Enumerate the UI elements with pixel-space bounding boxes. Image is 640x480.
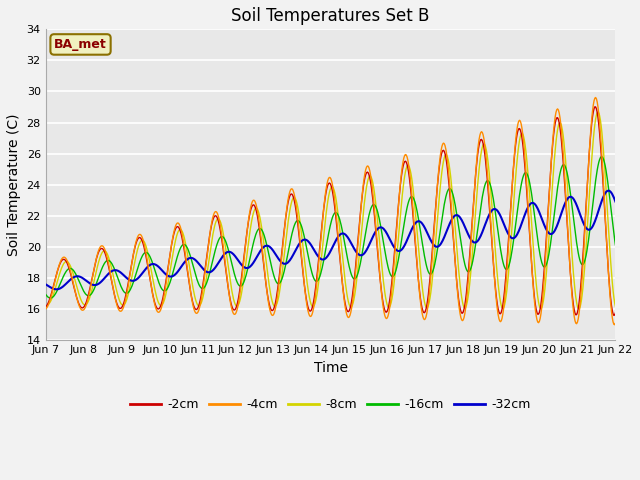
X-axis label: Time: Time [314,361,348,375]
Legend: -2cm, -4cm, -8cm, -16cm, -32cm: -2cm, -4cm, -8cm, -16cm, -32cm [125,393,536,416]
Text: BA_met: BA_met [54,38,107,51]
Title: Soil Temperatures Set B: Soil Temperatures Set B [231,7,429,25]
Y-axis label: Soil Temperature (C): Soil Temperature (C) [7,114,21,256]
